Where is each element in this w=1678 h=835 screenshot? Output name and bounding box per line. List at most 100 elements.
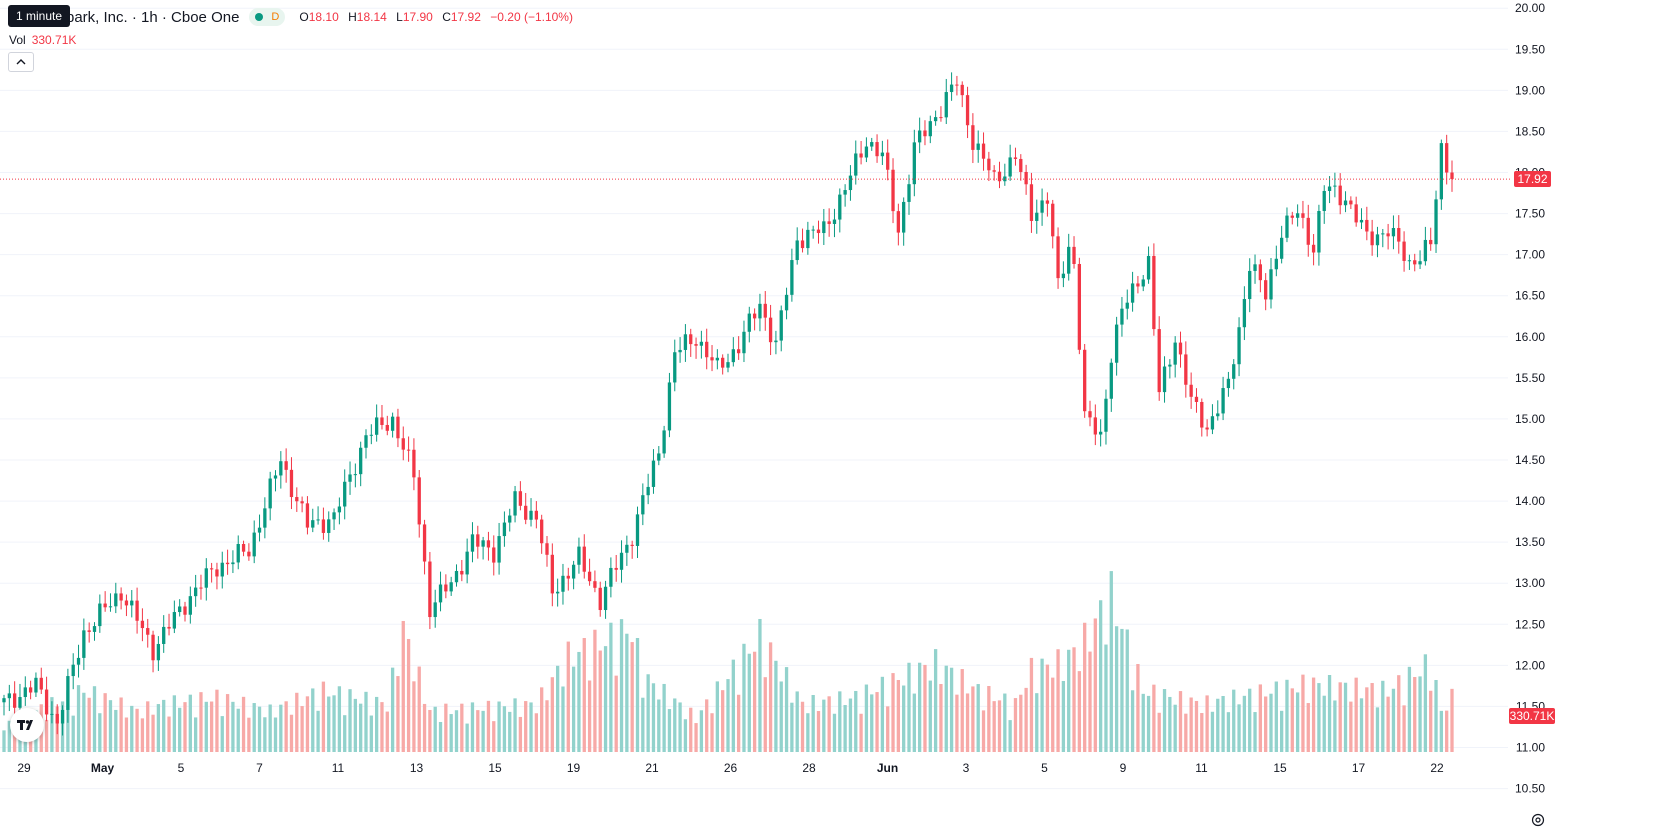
candle-body [151, 634, 155, 661]
price-tick-label: 15.00 [1515, 412, 1545, 426]
volume-bar [614, 675, 618, 752]
volume-bar [678, 702, 682, 752]
volume-bar [130, 705, 134, 752]
volume-value: 330.71K [31, 33, 77, 47]
candle-body [1445, 143, 1449, 173]
volume-bar [1274, 681, 1278, 752]
candle-body [673, 352, 677, 383]
candle-body [784, 294, 789, 311]
settings-gear-icon[interactable] [1530, 812, 1546, 828]
price-tick-label: 17.50 [1515, 207, 1545, 221]
candle-body [193, 587, 198, 597]
candle-body [449, 582, 453, 592]
volume-bar [279, 704, 283, 752]
volume-bar [1429, 690, 1433, 752]
candle-body [178, 606, 182, 613]
candle-body [481, 540, 485, 547]
candle-body [1029, 184, 1034, 221]
volume-bar [673, 698, 677, 752]
candle-body [896, 211, 901, 233]
volume-bar [422, 703, 427, 752]
candle-body [34, 677, 38, 693]
candle-body [204, 568, 208, 588]
candle-body [1375, 234, 1380, 246]
volume-bar [662, 683, 666, 752]
collapse-legend-button[interactable] [8, 52, 34, 72]
candle-body [417, 477, 421, 525]
volume-bar [667, 709, 672, 752]
volume-bar [1088, 651, 1092, 752]
volume-bar [444, 703, 448, 752]
symbol-title[interactable]: park, Inc. · 1h · Cboe One [66, 8, 240, 26]
volume-bar [316, 710, 320, 752]
price-axis: 10.5011.0011.5012.0012.5013.0013.5014.00… [1515, 1, 1545, 795]
candle-body [1221, 388, 1225, 414]
candle-body [779, 310, 783, 341]
candle-body [1125, 302, 1129, 309]
candle-body [912, 142, 916, 185]
volume-bar [806, 713, 810, 752]
time-tick-label: 29 [17, 761, 31, 775]
candle-body [1061, 273, 1066, 279]
candle-body [933, 117, 938, 122]
candle-body [135, 600, 139, 621]
market-status[interactable]: D [249, 8, 286, 26]
candle-body [641, 495, 645, 515]
candle-body [60, 709, 65, 724]
volume-bar [50, 697, 54, 752]
last-volume-tag: 330.71K [1509, 708, 1555, 724]
volume-bar [933, 649, 938, 752]
tradingview-logo-icon[interactable] [10, 708, 44, 742]
price-tick-label: 17.00 [1515, 248, 1545, 262]
price-tick-label: 16.00 [1515, 330, 1545, 344]
candle-body [561, 575, 565, 592]
candle-body [827, 221, 831, 224]
candle-body [23, 687, 27, 698]
candle-body [758, 303, 762, 319]
volume-bar [587, 680, 592, 752]
candle-body [348, 474, 352, 482]
candle-body [736, 349, 741, 354]
candle-body [66, 676, 70, 710]
volume-bar [811, 695, 815, 752]
high-value: 18.14 [356, 10, 387, 24]
candle-body [82, 630, 86, 658]
price-tick-label: 13.50 [1515, 535, 1545, 549]
volume-bar [92, 686, 97, 752]
volume-bar [263, 717, 267, 752]
low-value: 17.90 [402, 10, 433, 24]
candle-body [726, 362, 730, 368]
volume-bar [1029, 657, 1034, 752]
time-tick-label: 15 [488, 761, 502, 775]
candle-body [790, 260, 794, 295]
candle-body [108, 606, 113, 608]
volume-bar [406, 638, 411, 752]
candle-body [976, 143, 980, 150]
volume-bar [1194, 700, 1199, 752]
time-tick-label: 5 [178, 761, 185, 775]
candle-body [1109, 362, 1113, 399]
volume-bar [1189, 697, 1193, 752]
volume-bar [779, 681, 783, 752]
candle-body [710, 357, 714, 361]
candle-body [635, 514, 640, 546]
volume-bar [529, 702, 533, 752]
volume-bar [98, 713, 102, 752]
volume-bar [305, 696, 310, 752]
candle-body [284, 461, 288, 470]
volume-bar [1381, 680, 1385, 752]
candle-body [1093, 417, 1097, 435]
candle-body [859, 153, 863, 158]
volume-bar [651, 683, 656, 752]
candle-body [412, 449, 416, 478]
volume-bar [752, 651, 757, 752]
volume-bar [1306, 703, 1310, 752]
volume-bar [625, 633, 629, 752]
candle-body [1013, 157, 1018, 159]
volume-bar [1322, 695, 1326, 752]
candle-body [678, 349, 682, 353]
open-value: 18.10 [308, 10, 339, 24]
candle-body [1152, 255, 1156, 330]
price-tick-label: 19.00 [1515, 83, 1545, 97]
